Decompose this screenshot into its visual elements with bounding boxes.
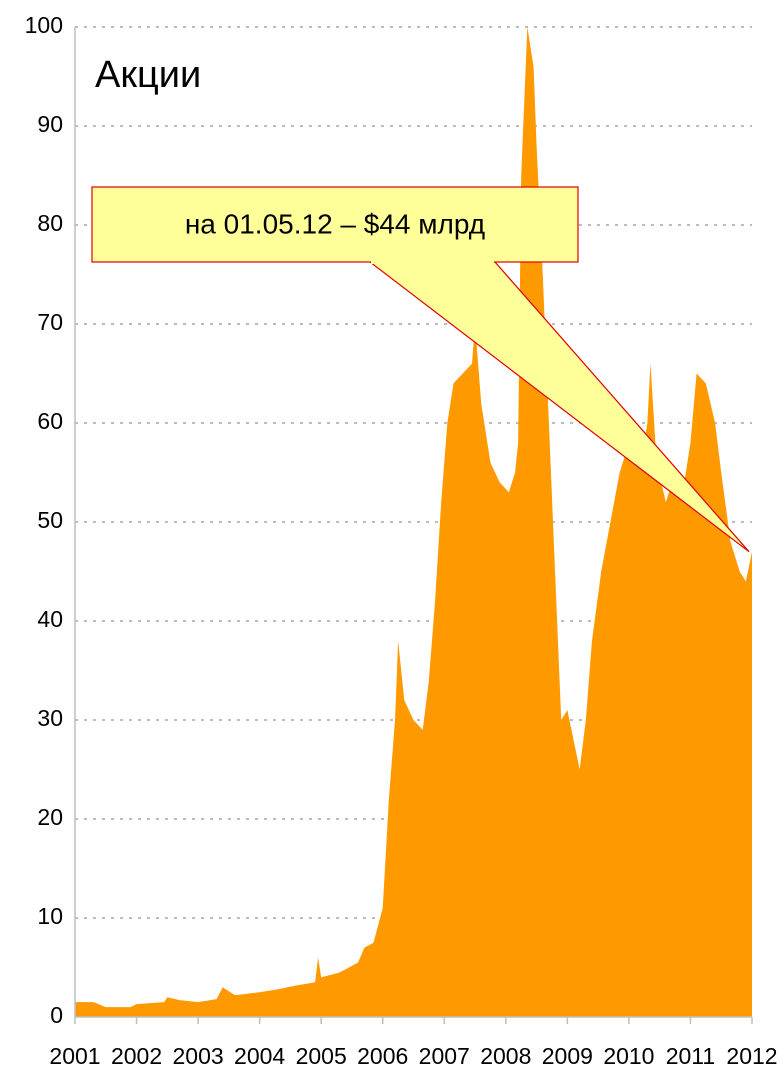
- callout-pointer: [368, 261, 750, 553]
- x-tick-label: 2011: [666, 1043, 715, 1069]
- y-tick-label: 40: [37, 606, 63, 632]
- x-tick-label: 2004: [234, 1043, 285, 1069]
- x-tick-label: 2001: [49, 1043, 100, 1069]
- area: [75, 27, 752, 1017]
- x-tick-label: 2009: [542, 1043, 593, 1069]
- y-tick-label: 90: [37, 111, 63, 137]
- x-tick-label: 2005: [296, 1043, 347, 1069]
- y-tick-label: 20: [37, 804, 63, 830]
- y-tick-label: 50: [37, 507, 63, 533]
- x-tick-label: 2010: [603, 1043, 654, 1069]
- x-tick-label: 2008: [480, 1043, 531, 1069]
- callout-box: [91, 186, 579, 263]
- x-tick-label: 2007: [419, 1043, 470, 1069]
- y-tick-label: 70: [37, 309, 63, 335]
- chart-title: Акции: [95, 54, 201, 96]
- y-tick-label: 100: [25, 12, 63, 38]
- x-tick-label: 2002: [111, 1043, 162, 1069]
- annotation: на 01.05.12 – $44 млрд: [185, 208, 485, 239]
- y-tick-label: 80: [37, 210, 63, 236]
- y-tick-label: 10: [37, 903, 63, 929]
- x-tick-label: 2003: [173, 1043, 224, 1069]
- y-tick-label: 0: [50, 1002, 63, 1028]
- y-tick-label: 30: [37, 705, 63, 731]
- x-tick-label: 2006: [357, 1043, 408, 1069]
- x-tick-label: 2012: [726, 1043, 777, 1069]
- callout-seam: [371, 259, 494, 264]
- y-tick-label: 60: [37, 408, 63, 434]
